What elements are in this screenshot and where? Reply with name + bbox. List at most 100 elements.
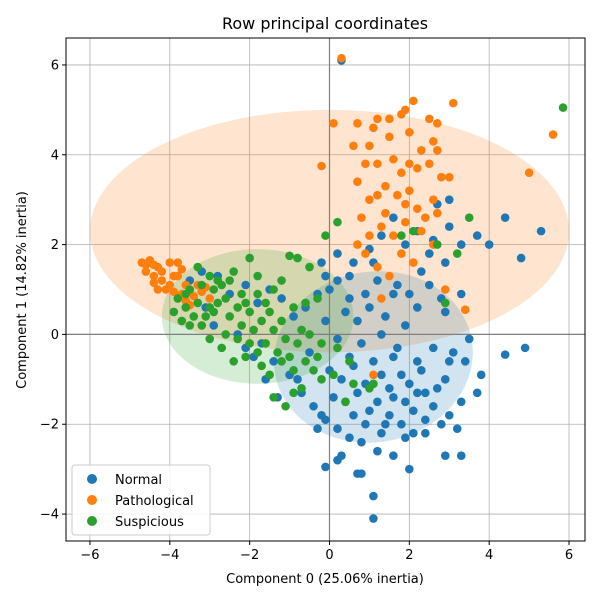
point-suspicious	[253, 348, 262, 357]
point-normal	[377, 330, 386, 339]
point-pathological	[425, 114, 434, 124]
point-normal	[389, 289, 398, 299]
point-suspicious	[277, 276, 286, 285]
point-suspicious	[289, 388, 298, 398]
point-pathological	[401, 199, 410, 209]
point-normal	[409, 406, 418, 416]
point-normal	[421, 388, 430, 398]
point-normal	[369, 514, 378, 523]
point-suspicious	[249, 325, 258, 335]
point-suspicious	[305, 330, 314, 339]
point-suspicious	[257, 361, 266, 371]
point-normal	[421, 428, 430, 438]
point-normal	[401, 433, 410, 443]
point-normal	[289, 312, 298, 321]
y-tick-label: −4	[40, 508, 59, 523]
point-suspicious	[293, 253, 302, 263]
point-pathological	[189, 291, 199, 301]
legend: Normal Pathological Suspicious	[71, 464, 211, 536]
point-pathological	[460, 305, 470, 315]
legend-label-pathological: Pathological	[115, 494, 194, 509]
point-normal	[413, 357, 422, 366]
point-suspicious	[397, 231, 406, 240]
point-normal	[389, 213, 398, 222]
point-normal	[417, 366, 426, 375]
point-suspicious	[301, 357, 310, 366]
y-tick-label: 6	[51, 58, 59, 73]
point-normal	[321, 462, 330, 472]
point-suspicious	[185, 321, 195, 330]
point-suspicious	[452, 249, 462, 258]
point-pathological	[397, 110, 406, 119]
y-tick-labels: −4 −2 0 2 4 6	[40, 58, 66, 523]
point-pathological	[353, 240, 362, 249]
point-suspicious	[440, 298, 450, 308]
point-suspicious	[169, 307, 179, 317]
point-normal	[317, 410, 326, 420]
point-normal	[373, 397, 382, 407]
point-normal	[317, 258, 326, 267]
point-normal	[385, 384, 394, 393]
point-suspicious	[221, 330, 230, 339]
point-suspicious	[201, 312, 211, 321]
point-suspicious	[333, 343, 342, 353]
ellipse-normal	[274, 271, 473, 443]
point-normal	[337, 375, 346, 384]
point-pathological	[165, 258, 175, 267]
point-normal	[476, 370, 486, 380]
point-suspicious	[269, 392, 278, 402]
point-pathological	[149, 278, 159, 288]
point-pathological	[353, 119, 362, 128]
y-tick-label: −2	[40, 418, 59, 433]
point-normal	[209, 321, 219, 330]
point-normal	[440, 451, 450, 460]
point-normal	[373, 276, 382, 285]
point-suspicious	[269, 285, 278, 294]
point-pathological	[173, 258, 183, 267]
point-suspicious	[277, 357, 286, 366]
point-suspicious	[241, 352, 250, 362]
point-pathological	[397, 168, 406, 178]
point-normal	[277, 294, 286, 303]
point-normal	[345, 294, 354, 303]
point-pathological	[413, 163, 422, 173]
point-normal	[349, 258, 358, 267]
point-normal	[417, 267, 426, 276]
point-normal	[500, 213, 510, 222]
point-suspicious	[321, 231, 330, 240]
point-pathological	[413, 204, 422, 213]
point-normal	[500, 350, 510, 359]
point-suspicious	[213, 298, 223, 308]
point-pathological	[357, 213, 366, 222]
point-pathological	[337, 53, 346, 63]
point-normal	[405, 464, 414, 474]
point-normal	[452, 424, 462, 434]
point-normal	[333, 424, 342, 434]
point-pathological	[373, 159, 382, 169]
point-suspicious	[277, 316, 286, 326]
point-normal	[484, 240, 494, 249]
point-suspicious	[464, 213, 474, 222]
point-pathological	[329, 119, 338, 128]
point-pathological	[448, 98, 458, 108]
point-suspicious	[233, 334, 242, 344]
point-suspicious	[257, 316, 266, 326]
point-normal	[397, 370, 406, 380]
point-normal	[428, 401, 438, 411]
point-pathological	[401, 217, 410, 227]
point-normal	[325, 285, 334, 294]
point-pathological	[141, 267, 151, 276]
chart-title: Row principal coordinates	[222, 14, 428, 33]
point-normal	[361, 419, 370, 429]
point-pathological	[432, 145, 442, 155]
point-suspicious	[181, 303, 191, 312]
point-suspicious	[197, 280, 207, 290]
point-suspicious	[297, 325, 306, 335]
point-pathological	[389, 231, 398, 240]
point-normal	[269, 357, 278, 366]
point-pathological	[409, 258, 418, 267]
point-suspicious	[409, 226, 418, 236]
point-suspicious	[289, 366, 298, 375]
point-normal	[405, 379, 414, 389]
